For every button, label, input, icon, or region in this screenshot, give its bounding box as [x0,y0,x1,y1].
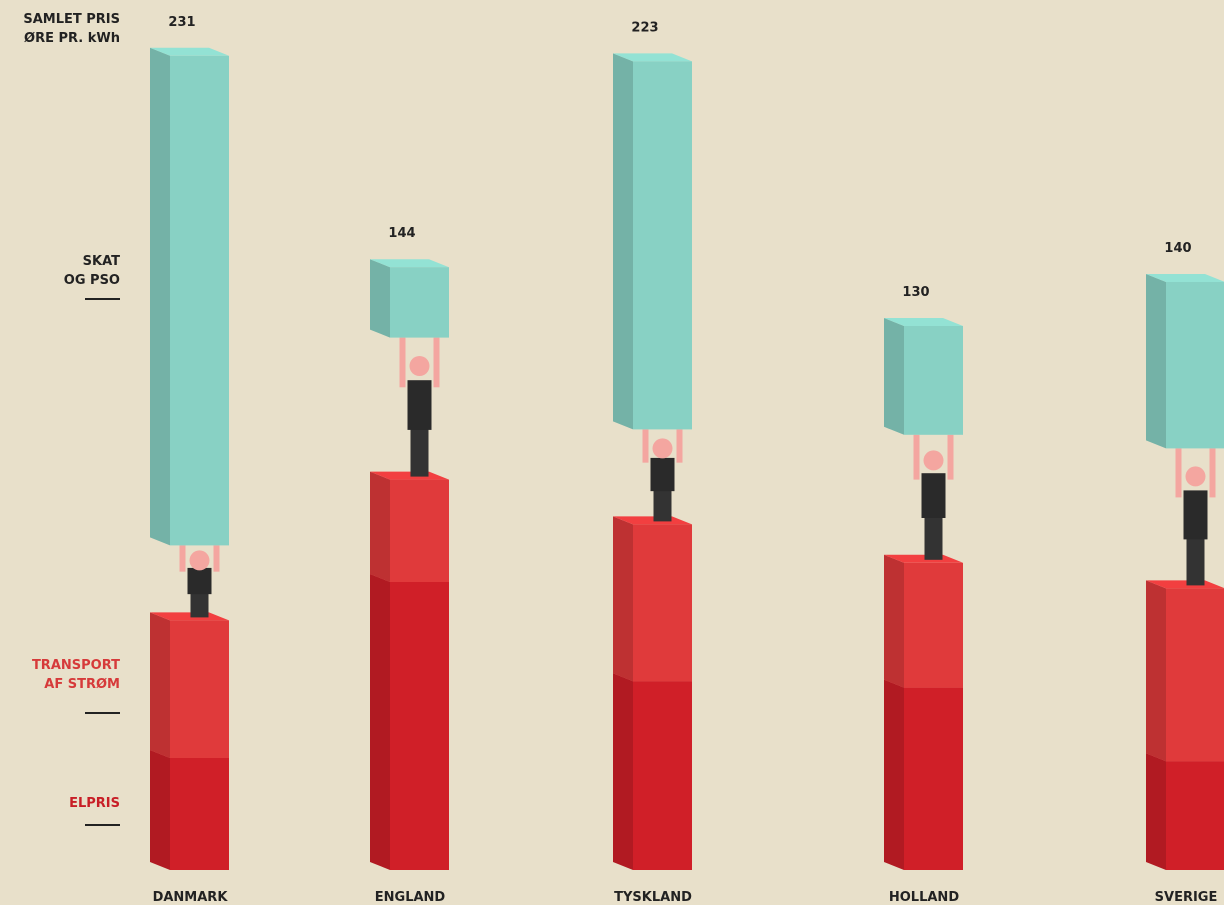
figure-body [1184,490,1208,539]
x-tick-label: TYSKLAND [614,890,692,905]
price-bar [1166,761,1224,870]
figure-arm [214,545,220,571]
chart: 231 DANMARK 144 ENGLAND 223 TYSKLAND 130 HOLLAN… [0,0,1224,905]
figure-legs [925,512,943,560]
figure-head [653,438,673,458]
price-bar [633,681,692,870]
figure-body [188,568,212,594]
tax-bar [1166,282,1224,448]
price-bar-side [150,750,170,870]
x-tick-label: DANMARK [153,890,229,905]
figure-body [408,380,432,430]
figure-arm [914,435,920,480]
total-label: 140 [1164,241,1191,256]
tax-bar-side [150,48,170,546]
price-bar [1166,588,1224,761]
infographic: SAMLET PRIS ØRE PR. kWh SKAT OG PSO TRAN… [0,0,1224,905]
price-bar-side [884,555,904,688]
figure-arm [434,338,440,388]
tax-bar-side [370,259,390,337]
price-bar [390,582,449,870]
x-tick-label: SVERIGE [1155,890,1218,905]
figure-arm [643,429,649,462]
tax-bar-side [884,318,904,435]
figure-body [651,458,675,491]
price-bar [904,563,963,688]
price-bar-side [613,673,633,870]
figure-body [922,473,946,518]
price-bar [633,524,692,681]
figure-arm [677,429,683,462]
price-bar [170,620,229,758]
tax-bar [170,56,229,546]
price-bar-side [150,612,170,758]
figure-head [190,550,210,570]
figure-legs [191,590,209,617]
figure-arm [180,545,186,571]
figure-legs [654,486,672,521]
total-label: 223 [631,20,658,35]
price-bar [390,480,449,582]
figure-head [1186,466,1206,486]
figure-arm [1176,448,1182,497]
price-bar-side [613,516,633,681]
total-label: 144 [388,226,415,241]
total-label: 231 [168,15,195,30]
figure-legs [411,423,429,477]
price-bar-side [884,680,904,870]
figure-legs [1187,532,1205,585]
figure-head [924,450,944,470]
price-bar [904,688,963,870]
price-bar [170,758,229,870]
x-tick-label: ENGLAND [375,890,446,905]
price-bar-side [1146,753,1166,870]
figure-arm [948,435,954,480]
price-bar-side [370,574,390,870]
figure-arm [400,338,406,388]
tax-bar-side [1146,274,1166,448]
figure-head [410,356,430,376]
tax-bar [904,326,963,435]
figure-arm [1210,448,1216,497]
tax-bar [633,61,692,429]
tax-bar [390,267,449,337]
total-label: 130 [902,285,929,300]
price-bar-side [1146,580,1166,761]
price-bar-side [370,472,390,582]
x-tick-label: HOLLAND [889,890,959,905]
tax-bar-side [613,53,633,429]
